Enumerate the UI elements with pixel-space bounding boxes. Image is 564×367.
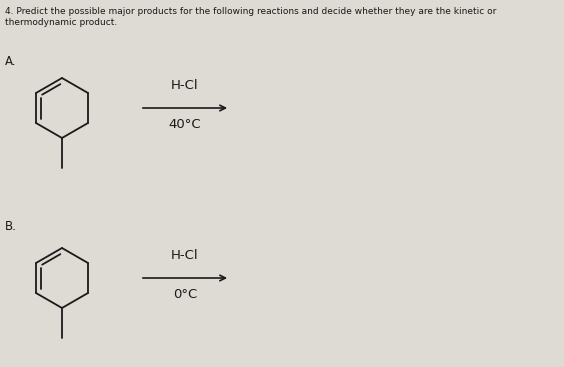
Text: H-Cl: H-Cl (171, 249, 199, 262)
Text: B.: B. (5, 220, 17, 233)
Text: H-Cl: H-Cl (171, 79, 199, 92)
Text: 4. Predict the possible major products for the following reactions and decide wh: 4. Predict the possible major products f… (5, 7, 496, 16)
Text: 0°C: 0°C (173, 288, 197, 301)
Text: thermodynamic product.: thermodynamic product. (5, 18, 117, 27)
Text: A.: A. (5, 55, 16, 68)
Text: 40°C: 40°C (169, 118, 201, 131)
